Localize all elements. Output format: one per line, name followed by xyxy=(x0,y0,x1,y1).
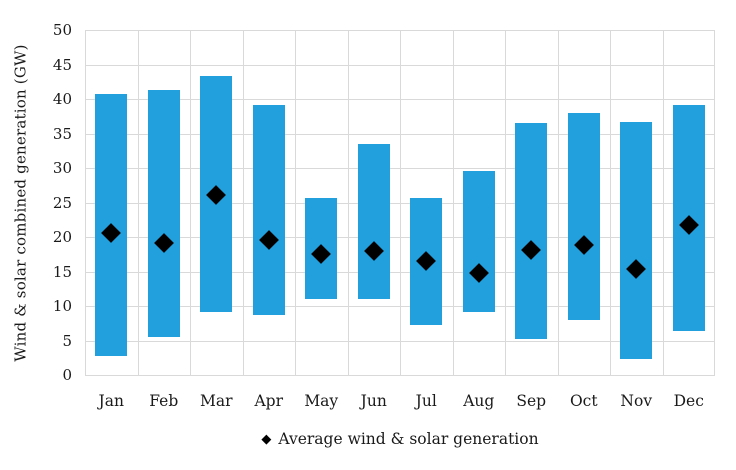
gridline-x-8 xyxy=(505,30,506,375)
x-axis-label-jun: Jun xyxy=(360,392,387,410)
y-axis-tick-45: 45 xyxy=(52,55,72,74)
y-axis-tick-10: 10 xyxy=(52,297,72,315)
x-axis-label-nov: Nov xyxy=(620,392,653,410)
gridline-x-5 xyxy=(347,30,349,375)
gridline-x-12 xyxy=(713,30,715,375)
x-axis-label-jan: Jan xyxy=(98,392,124,410)
range-bar-sep xyxy=(515,123,548,340)
range-bar-nov xyxy=(620,121,653,360)
range-bar-apr xyxy=(252,105,285,315)
gridline-x-9 xyxy=(557,30,559,375)
x-axis-label-sep: Sep xyxy=(516,392,547,410)
gridline-x-7 xyxy=(452,30,454,375)
range-bar-aug xyxy=(462,170,495,312)
x-axis-label-dec: Dec xyxy=(673,392,704,410)
range-bar-feb xyxy=(147,90,180,338)
gridline-x-0 xyxy=(85,30,86,375)
gridline-y-0 xyxy=(85,375,715,376)
gridline-x-2 xyxy=(190,30,191,375)
x-axis-label-feb: Feb xyxy=(149,392,179,410)
gridline-x-4 xyxy=(295,30,296,375)
y-axis-tick-30: 30 xyxy=(52,159,72,177)
y-axis-tick-35: 35 xyxy=(52,124,72,143)
y-axis-tick-25: 25 xyxy=(52,193,72,212)
gridline-x-1 xyxy=(137,30,139,375)
x-axis-label-mar: Mar xyxy=(199,392,233,410)
y-axis-tick-0: 0 xyxy=(62,366,72,384)
legend-diamond-icon: ◆ xyxy=(261,431,272,447)
y-axis-tick-50: 50 xyxy=(52,21,72,39)
y-axis-tick-40: 40 xyxy=(52,90,72,108)
y-axis-tick-15: 15 xyxy=(52,262,72,281)
x-axis-label-oct: Oct xyxy=(569,392,598,410)
gridline-x-6 xyxy=(400,30,401,375)
y-axis-tick-20: 20 xyxy=(52,228,72,246)
legend: ◆ Average wind & solar generation xyxy=(85,430,715,448)
gridline-x-10 xyxy=(610,30,611,375)
x-axis-label-aug: Aug xyxy=(463,392,495,410)
gridline-x-11 xyxy=(662,30,664,375)
x-axis-label-apr: Apr xyxy=(254,392,284,410)
x-axis-label-jul: Jul xyxy=(415,392,437,410)
x-axis-label-may: May xyxy=(304,392,339,410)
gridline-x-3 xyxy=(242,30,244,375)
range-bar-oct xyxy=(567,113,600,320)
legend-label: Average wind & solar generation xyxy=(278,430,539,448)
plot-area xyxy=(85,30,715,376)
range-bar-jun xyxy=(357,143,390,300)
y-axis-tick-5: 5 xyxy=(62,331,72,350)
